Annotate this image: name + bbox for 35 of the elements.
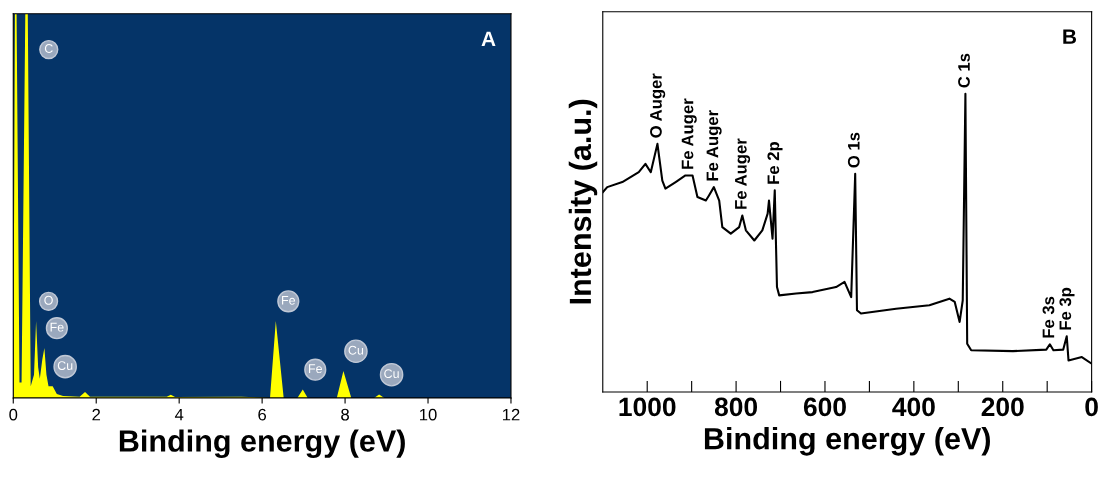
annotation: Fe Auger [735, 138, 751, 209]
x-tick-label: 6 [258, 408, 267, 421]
annotation: Fe Auger [706, 110, 722, 181]
x-tick-label: 8 [341, 408, 349, 421]
x-tick-label: 400 [892, 397, 935, 417]
annotation: O 1s [847, 132, 860, 168]
x-tick-label: 600 [803, 397, 846, 417]
x-tick-label: 0 [9, 408, 18, 421]
annotation: Fe Auger [681, 98, 697, 169]
text: B [1063, 29, 1077, 44]
annotation: A [481, 31, 496, 46]
x-tick-label: 0 [1085, 397, 1098, 417]
x-tick-label: 12 [502, 408, 520, 421]
x-tick-label: 800 [714, 397, 758, 417]
annotation: C [44, 44, 53, 53]
annotation: O [44, 295, 53, 305]
x-axis-title: Binding energy (eV) [119, 429, 405, 459]
annotation: Cu [57, 361, 73, 370]
annotation: Cu [384, 369, 399, 379]
annotation: Fe 3p [1059, 287, 1075, 330]
x-tick-label: 2 [92, 408, 101, 421]
annotation: Fe 2p [767, 142, 783, 184]
annotation: Fe 3s [1042, 296, 1055, 338]
x-tick-label: 4 [174, 408, 184, 421]
annotation: O Auger [650, 73, 666, 138]
annotation: Fe [50, 322, 64, 332]
annotation: Cu [348, 345, 364, 355]
annotation: C 1s [958, 53, 970, 88]
annotation: Fe [282, 295, 296, 305]
x-tick-label: 10 [420, 408, 437, 421]
x-axis-title: Binding energy (eV) [704, 427, 990, 456]
x-tick-label: 200 [981, 397, 1024, 417]
annotation: Fe [309, 364, 323, 374]
y-axis-title: Intensity (a.u.) [568, 99, 598, 304]
x-tick-label: 1000 [619, 397, 676, 417]
